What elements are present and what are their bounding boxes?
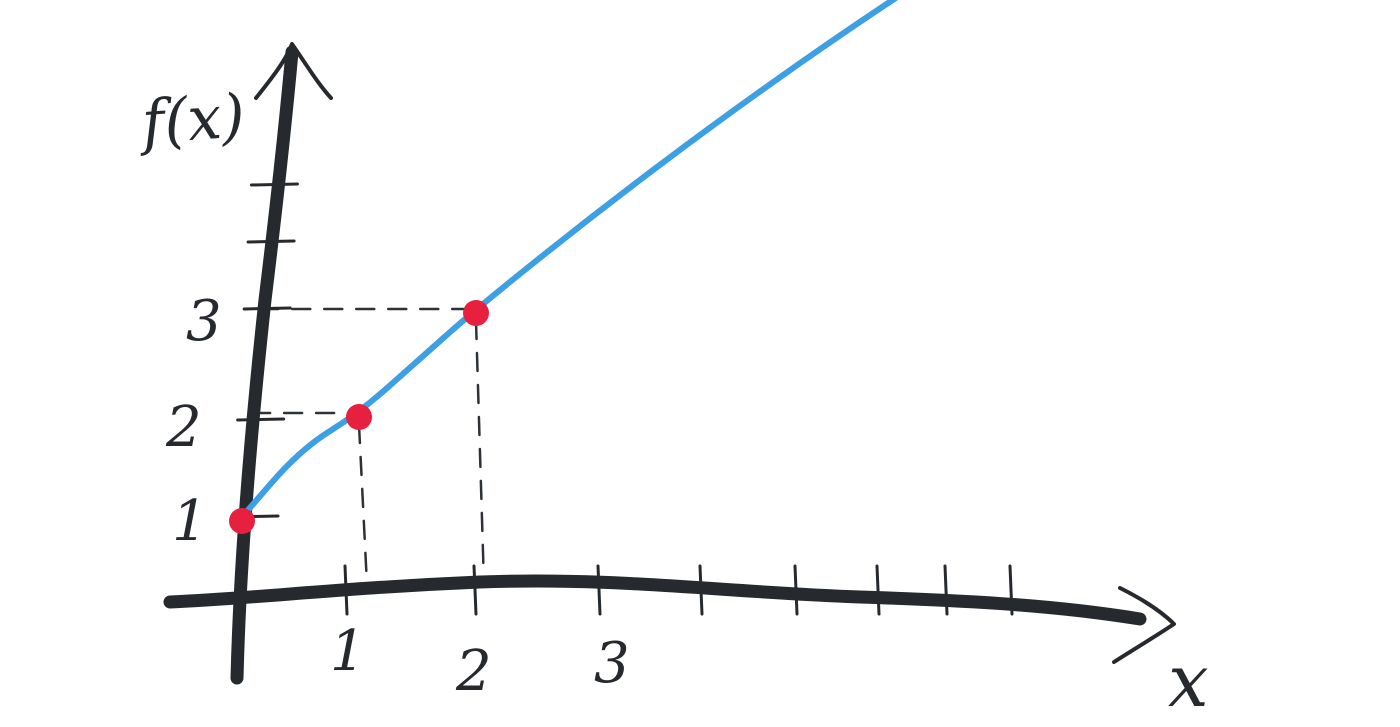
x-axis-arrowhead [1112,586,1176,664]
y-axis [230,45,299,685]
x-tick-4 [698,564,704,616]
x-axis-label: x [1168,639,1209,723]
x-tick-label-1: 1 [330,619,366,684]
data-point-2 [346,404,372,430]
x-tick-3 [596,564,602,616]
y-axis-label: f(x) [136,81,247,158]
axis-ticks [230,182,1014,616]
x-tick-2 [472,564,478,616]
y-tick-3 [242,306,292,311]
y-tick-label-3: 3 [186,289,222,354]
x-tick-5 [793,564,799,616]
data-point-1 [229,508,255,534]
tick-labels: 1 2 3 1 2 3 [165,289,630,704]
y-tick-4 [246,239,296,244]
x-tick-1 [343,564,349,616]
guide-lines [250,307,486,587]
data-point-3 [463,300,489,326]
x-axis [163,574,1147,626]
y-tick-2 [236,417,286,422]
y-tick-label-1: 1 [172,489,208,554]
guide-vertical-2 [357,423,369,587]
y-axis-arrowhead [254,42,333,100]
x-tick-8 [1008,564,1014,616]
x-tick-7 [943,564,949,616]
x-tick-label-3: 3 [594,631,630,696]
x-tick-6 [875,564,881,616]
y-tick-label-2: 2 [165,395,202,460]
data-points [229,300,489,534]
y-tick-5 [249,182,299,187]
x-tick-label-2: 2 [455,639,492,704]
function-curve [239,0,899,520]
axes [163,42,1176,685]
guide-vertical-3 [474,319,486,587]
